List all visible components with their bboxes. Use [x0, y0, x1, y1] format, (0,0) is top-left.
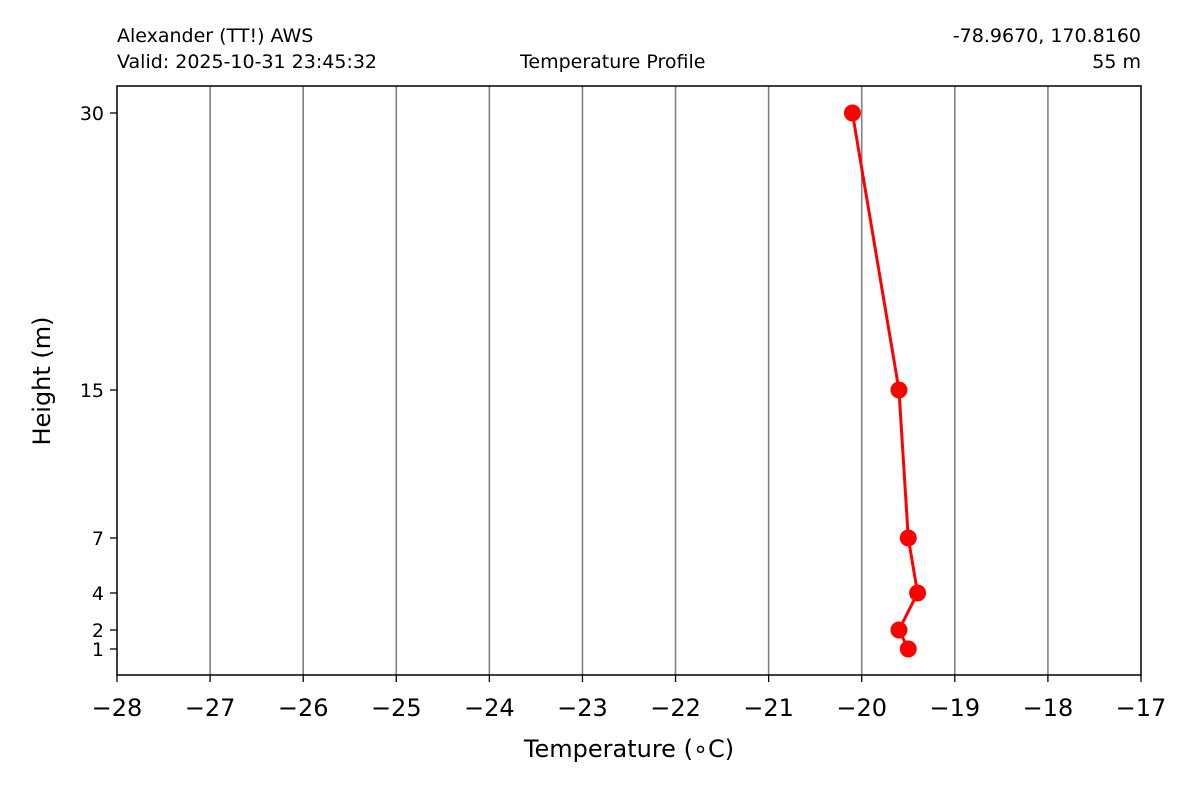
x-tick-label: −25 — [371, 694, 422, 722]
x-tick-label: −17 — [1116, 694, 1167, 722]
grid-lines — [209, 86, 1049, 675]
y-tick-label: 2 — [92, 620, 104, 642]
data-point — [899, 529, 917, 547]
x-tick-label: −28 — [92, 694, 143, 722]
data-point — [890, 621, 908, 639]
y-tick-label: 7 — [92, 528, 104, 550]
x-tick-label: −22 — [650, 694, 701, 722]
x-axis: −28 −27 −26 −25 −24 −23 −22 −21 −20 −19 −18 −17 — [92, 675, 1167, 722]
plot-title: Temperature Profile — [520, 51, 706, 73]
x-axis-label: Temperature (∘C) — [523, 735, 734, 763]
y-tick-label: 30 — [80, 103, 104, 125]
x-tick-label: −27 — [185, 694, 236, 722]
x-tick-label: −19 — [929, 694, 980, 722]
x-tick-label: −26 — [278, 694, 329, 722]
data-point — [909, 584, 927, 602]
x-tick-label: −20 — [836, 694, 887, 722]
series-layer — [843, 104, 927, 658]
valid-time: Valid: 2025-10-31 23:45:32 — [117, 51, 378, 73]
data-point — [843, 104, 861, 122]
x-tick-label: −24 — [464, 694, 515, 722]
station-name: Alexander (TT!) AWS — [117, 25, 314, 47]
station-coordinates: -78.9670, 170.8160 — [952, 25, 1141, 47]
x-tick-label: −21 — [743, 694, 794, 722]
x-tick-label: −23 — [557, 694, 608, 722]
y-tick-label: 4 — [92, 583, 104, 605]
x-tick-label: −18 — [1023, 694, 1074, 722]
y-tick-label: 15 — [80, 380, 104, 402]
y-axis: 12 4 7 15 30 — [80, 103, 117, 661]
data-point — [899, 640, 917, 658]
plot-area-frame — [116, 85, 1142, 676]
station-elevation: 55 m — [1092, 51, 1141, 73]
y-axis-label: Height (m) — [28, 316, 56, 445]
data-point — [890, 381, 908, 399]
y-tick-label: 1 — [92, 639, 104, 661]
